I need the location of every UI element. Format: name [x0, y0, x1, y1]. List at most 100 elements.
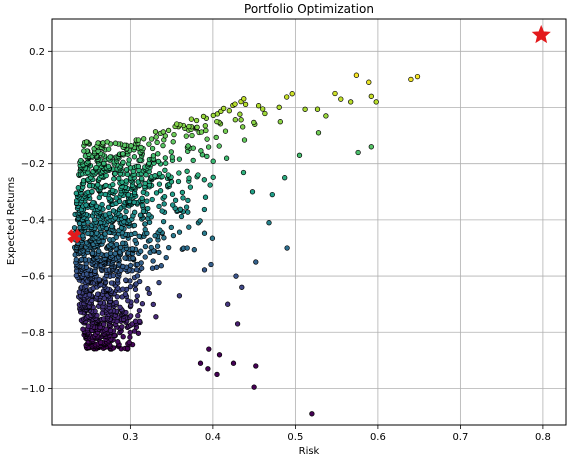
y-tick-label: −0.4: [21, 215, 45, 226]
min-risk-x-marker: [67, 229, 82, 243]
portfolio-point: [222, 128, 229, 134]
portfolio-point: [131, 199, 137, 205]
portfolio-point: [195, 172, 201, 178]
portfolio-point: [129, 246, 136, 252]
portfolio-point: [160, 218, 167, 225]
portfolio-point: [108, 280, 115, 286]
portfolio-point: [314, 106, 321, 112]
portfolio-point: [289, 91, 295, 97]
portfolio-point: [323, 113, 329, 119]
portfolio-point: [204, 136, 210, 142]
portfolio-point: [141, 136, 147, 142]
portfolio-point: [200, 113, 207, 120]
portfolio-point: [153, 134, 159, 140]
portfolio-point: [168, 224, 174, 231]
portfolio-point: [232, 101, 238, 107]
portfolio-point: [137, 278, 143, 285]
portfolio-point: [240, 124, 246, 130]
x-tick-label: 0.7: [452, 432, 468, 443]
portfolio-point: [106, 210, 112, 217]
portfolio-point: [146, 290, 152, 297]
portfolio-point: [296, 152, 303, 158]
portfolio-point: [80, 326, 86, 332]
portfolio-point: [78, 157, 84, 164]
portfolio-point: [83, 202, 89, 208]
portfolio-point: [113, 241, 120, 248]
portfolio-point: [112, 140, 119, 146]
portfolio-point: [170, 232, 177, 239]
portfolio-point: [201, 206, 208, 213]
x-tick-label: 0.3: [122, 432, 138, 443]
portfolio-point: [135, 137, 142, 143]
portfolio-point: [139, 175, 145, 182]
portfolio-point: [232, 117, 238, 123]
portfolio-point: [253, 259, 259, 265]
portfolio-point: [136, 233, 142, 239]
portfolio-point: [193, 117, 200, 124]
portfolio-point: [156, 170, 163, 177]
portfolio-point: [161, 235, 167, 241]
portfolio-point: [249, 189, 256, 195]
portfolio-point: [150, 258, 156, 264]
portfolio-point: [125, 192, 131, 198]
portfolio-point: [155, 158, 162, 165]
portfolio-point: [107, 154, 113, 160]
x-axis-label: Risk: [299, 446, 320, 457]
portfolio-point: [126, 339, 132, 346]
portfolio-point: [135, 313, 141, 319]
portfolio-point: [120, 151, 126, 157]
y-axis-label: Expected Returns: [6, 177, 17, 265]
portfolio-point: [184, 245, 190, 251]
portfolio-point: [137, 212, 144, 218]
portfolio-point: [186, 175, 192, 181]
portfolio-point: [117, 244, 124, 251]
portfolio-point: [159, 208, 165, 214]
scatter-points: [71, 72, 421, 417]
y-tick-label: −0.2: [21, 159, 45, 170]
portfolio-point: [239, 284, 245, 290]
portfolio-point: [75, 185, 81, 191]
portfolio-point: [138, 248, 144, 254]
portfolio-point: [131, 154, 138, 160]
portfolio-point: [94, 230, 100, 236]
portfolio-point: [135, 163, 142, 170]
portfolio-point: [89, 188, 95, 195]
plot-area-frame: [51, 18, 567, 426]
portfolio-point: [221, 105, 227, 112]
portfolio-point: [119, 324, 125, 330]
portfolio-point: [134, 293, 140, 299]
portfolio-point: [115, 339, 121, 345]
portfolio-point: [176, 170, 182, 176]
portfolio-point: [253, 363, 259, 369]
portfolio-point: [146, 141, 152, 147]
portfolio-point: [86, 183, 93, 189]
portfolio-point: [170, 139, 176, 145]
portfolio-point: [122, 291, 129, 297]
portfolio-point: [205, 144, 212, 150]
portfolio-point: [158, 263, 164, 269]
portfolio-point: [161, 201, 167, 207]
portfolio-point: [191, 247, 197, 253]
portfolio-point: [176, 293, 183, 299]
portfolio-point: [138, 144, 144, 151]
portfolio-point: [133, 298, 140, 304]
portfolio-point: [128, 313, 134, 319]
portfolio-point: [240, 169, 247, 176]
portfolio-point: [152, 173, 158, 179]
portfolio-point: [71, 225, 78, 231]
portfolio-point: [266, 220, 272, 226]
portfolio-point: [99, 201, 105, 208]
portfolio-point: [152, 129, 159, 135]
portfolio-point: [132, 318, 139, 324]
portfolio-point: [165, 127, 172, 134]
portfolio-point: [185, 209, 191, 215]
portfolio-point: [168, 149, 174, 155]
portfolio-point: [169, 191, 176, 197]
portfolio-point: [353, 72, 360, 78]
portfolio-point: [123, 277, 129, 283]
portfolio-point: [408, 76, 414, 83]
portfolio-point: [125, 298, 131, 304]
portfolio-point: [157, 188, 164, 194]
portfolio-point: [149, 265, 156, 271]
portfolio-point: [134, 266, 140, 273]
